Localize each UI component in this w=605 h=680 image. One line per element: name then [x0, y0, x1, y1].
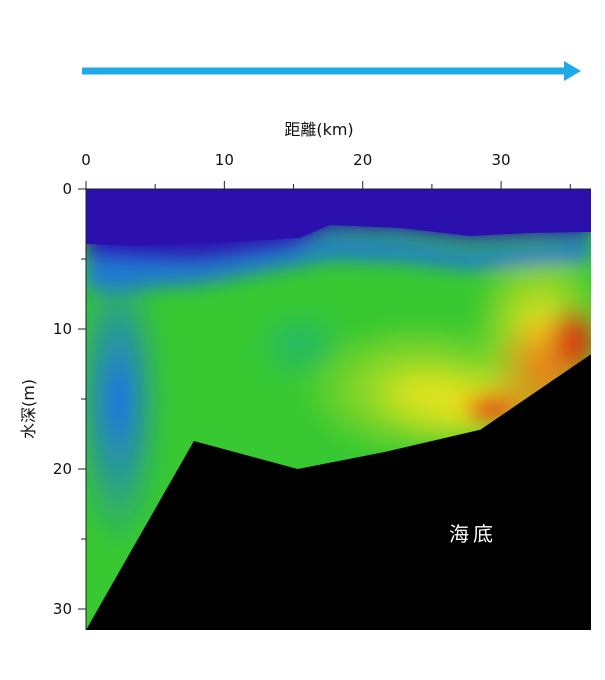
y-axis-title: 水深(m)	[19, 379, 38, 439]
y-tick-label: 10	[53, 320, 72, 338]
chart-axes	[85, 188, 591, 630]
y-tick-label: 0	[62, 180, 72, 198]
x-tick-label: 30	[492, 151, 511, 169]
axis-tick-labels: 0 10 20 30 0 10 20 30	[53, 151, 511, 618]
axis-ticks	[78, 181, 571, 610]
x-axis-title: 距離(km)	[284, 120, 353, 139]
seabed-annotation: 海底	[449, 522, 497, 546]
y-tick-label: 20	[53, 460, 72, 478]
x-tick-label: 20	[353, 151, 372, 169]
x-tick-label: 10	[215, 151, 234, 169]
y-tick-label: 30	[53, 600, 72, 618]
seabed-profile	[86, 354, 591, 630]
direction-arrow-icon	[82, 61, 581, 81]
x-tick-label: 0	[81, 151, 91, 169]
